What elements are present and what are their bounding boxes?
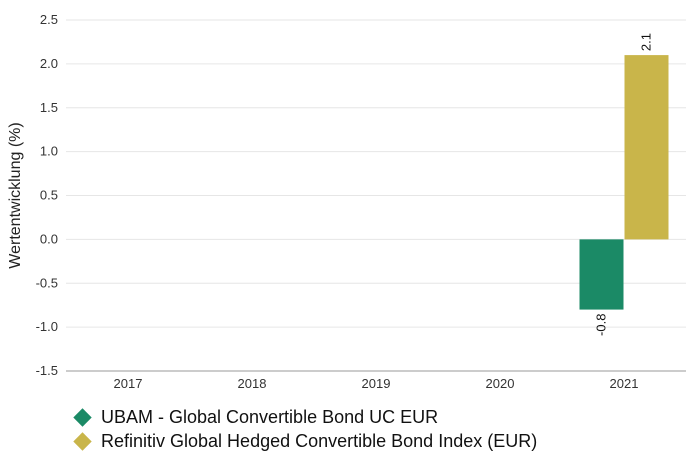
gridlines: [66, 19, 686, 372]
x-axis-ticks: 2017 2018 2019 2020 2021: [114, 376, 639, 391]
legend-marker-index: [73, 431, 92, 451]
x-tick-label: 2019: [362, 376, 391, 391]
legend: UBAM - Global Convertible Bond UC EUR Re…: [72, 405, 537, 453]
y-tick-label: 1.5: [40, 100, 58, 115]
y-tick-label: -1.0: [36, 319, 58, 334]
y-tick-label: -0.5: [36, 275, 58, 290]
bar[interactable]: [579, 239, 624, 310]
y-axis-ticks: -1.5 -1.0 -0.5 0.0 0.5 1.0 1.5 2.0 2.5: [36, 12, 58, 378]
legend-item-fund[interactable]: UBAM - Global Convertible Bond UC EUR: [72, 405, 537, 429]
bars: [579, 55, 669, 310]
y-tick-label: 2.5: [40, 12, 58, 27]
data-label: -0.8: [594, 314, 609, 336]
x-tick-label: 2020: [486, 376, 515, 391]
legend-marker-fund: [73, 407, 92, 427]
legend-label-fund: UBAM - Global Convertible Bond UC EUR: [101, 406, 439, 427]
legend-item-index[interactable]: Refinitiv Global Hedged Convertible Bond…: [72, 429, 537, 453]
data-labels: -0.8 2.1: [594, 33, 654, 336]
y-tick-label: 2.0: [40, 56, 58, 71]
y-tick-label: -1.5: [36, 363, 58, 378]
y-tick-label: 1.0: [40, 144, 58, 159]
x-tick-label: 2021: [610, 376, 639, 391]
bar[interactable]: [624, 55, 669, 240]
legend-label-index: Refinitiv Global Hedged Convertible Bond…: [101, 430, 538, 451]
x-tick-label: 2017: [114, 376, 143, 391]
data-label: 2.1: [639, 33, 654, 51]
bar-chart: -1.5-1.0-0.50.00.51.01.52.02.5 2017 2018 2…: [7, 12, 686, 391]
x-tick-label: 2018: [238, 376, 267, 391]
y-axis-label: Wertentwicklung (%): [7, 122, 24, 268]
y-tick-label: 0.0: [40, 231, 58, 246]
y-tick-label: 0.5: [40, 188, 58, 203]
